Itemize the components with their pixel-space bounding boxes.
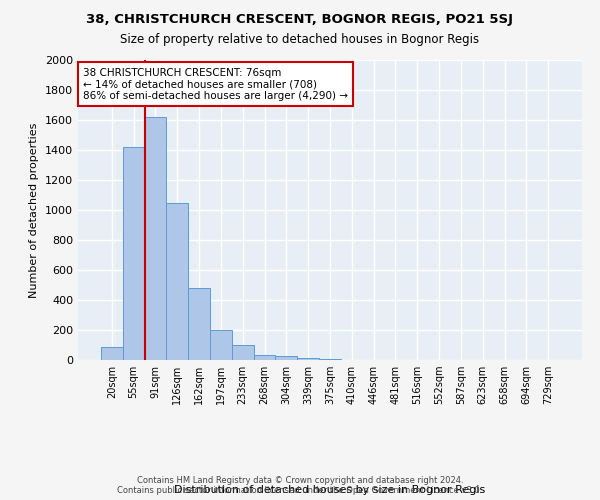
X-axis label: Distribution of detached houses by size in Bognor Regis: Distribution of detached houses by size … <box>175 485 485 495</box>
Bar <box>297 358 319 360</box>
Bar <box>275 356 297 360</box>
Text: Contains HM Land Registry data © Crown copyright and database right 2024.
Contai: Contains HM Land Registry data © Crown c… <box>118 476 482 495</box>
Bar <box>210 330 232 360</box>
Bar <box>145 117 166 360</box>
Bar <box>166 202 188 360</box>
Bar <box>123 147 145 360</box>
Bar <box>101 347 123 360</box>
Y-axis label: Number of detached properties: Number of detached properties <box>29 122 40 298</box>
Text: 38 CHRISTCHURCH CRESCENT: 76sqm
← 14% of detached houses are smaller (708)
86% o: 38 CHRISTCHURCH CRESCENT: 76sqm ← 14% of… <box>83 68 348 100</box>
Bar <box>188 288 210 360</box>
Text: 38, CHRISTCHURCH CRESCENT, BOGNOR REGIS, PO21 5SJ: 38, CHRISTCHURCH CRESCENT, BOGNOR REGIS,… <box>86 12 514 26</box>
Bar <box>319 358 341 360</box>
Text: Size of property relative to detached houses in Bognor Regis: Size of property relative to detached ho… <box>121 32 479 46</box>
Bar <box>232 345 254 360</box>
Bar <box>254 355 275 360</box>
